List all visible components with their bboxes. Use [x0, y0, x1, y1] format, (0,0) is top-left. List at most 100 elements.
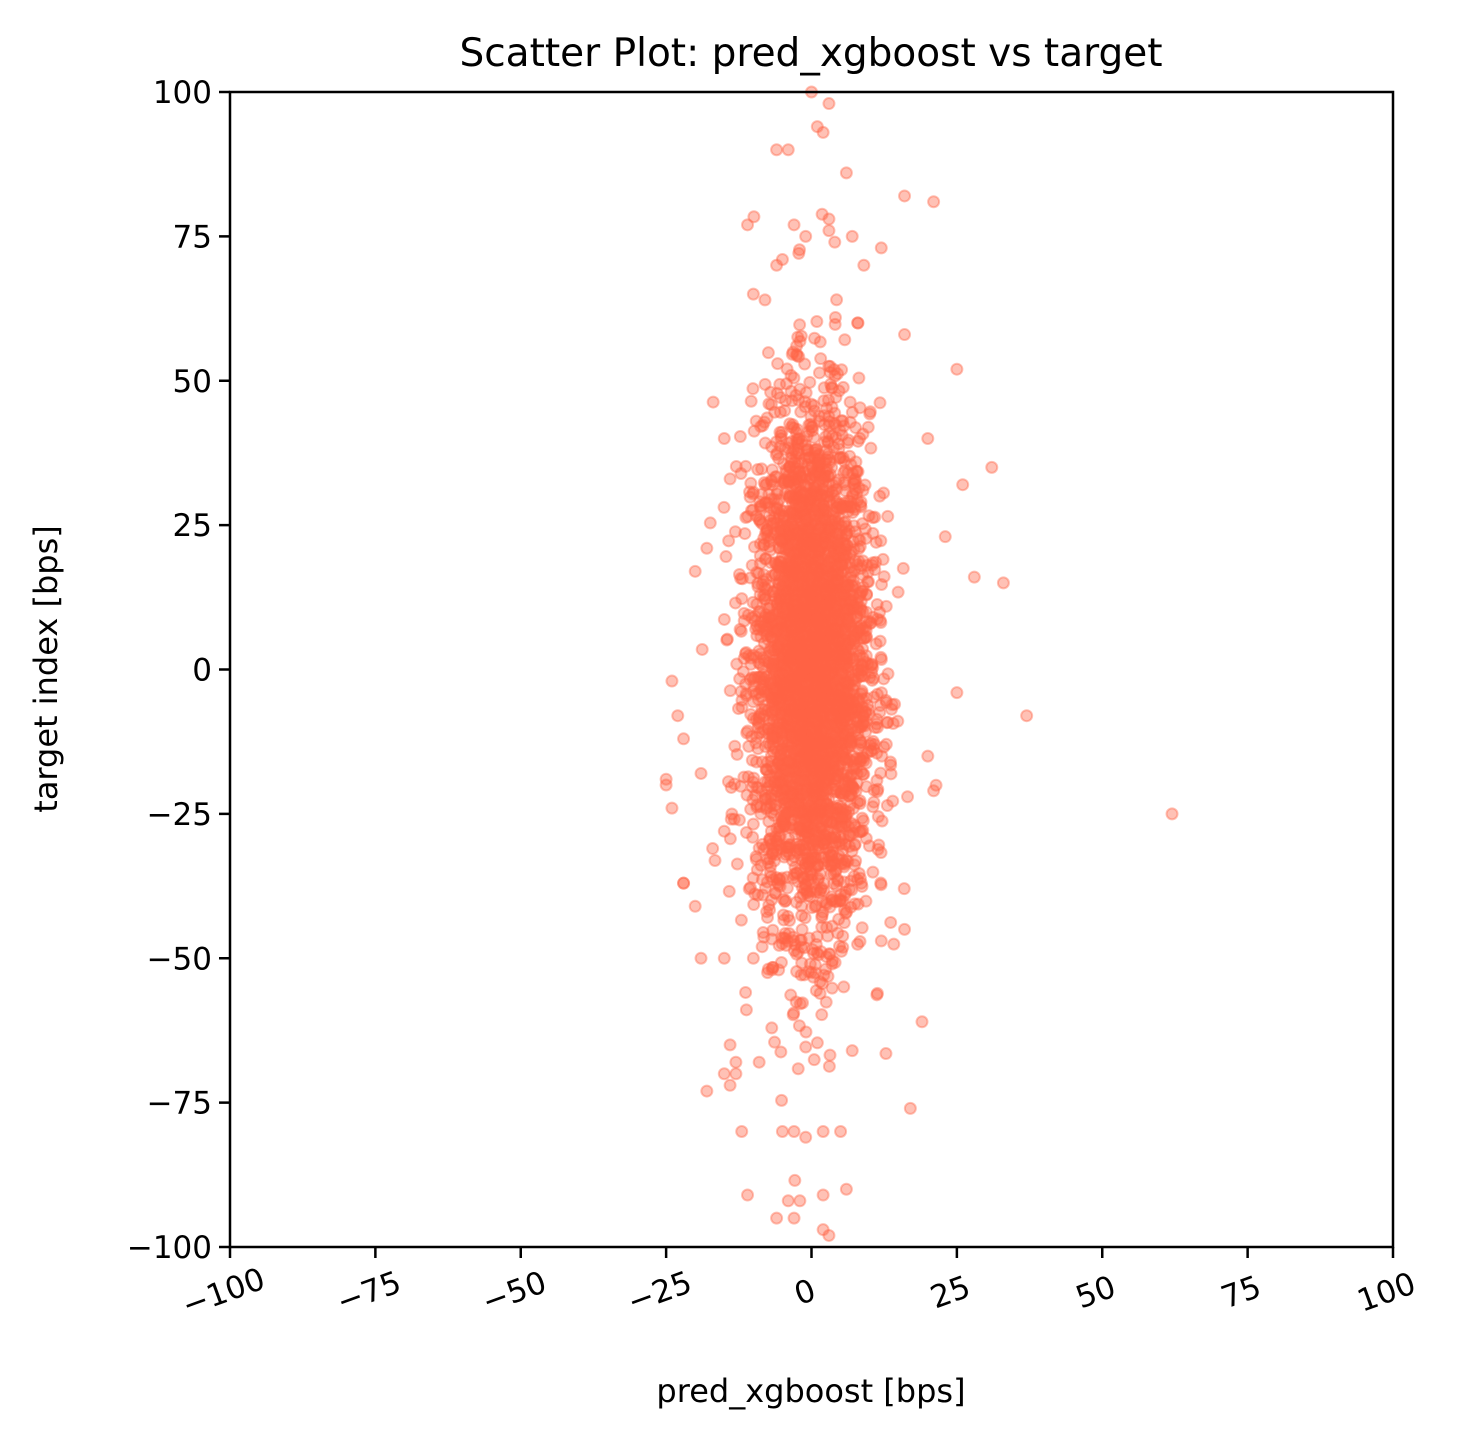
scatter-point [852, 481, 866, 495]
scatter-point [841, 607, 855, 621]
y-axis-label: target index [bps] [27, 525, 65, 812]
scatter-point [822, 224, 836, 238]
scatter-point [837, 419, 851, 433]
scatter-point [811, 784, 825, 798]
scatter-point [758, 698, 772, 712]
scatter-point [927, 784, 941, 798]
scatter-point [799, 479, 813, 493]
scatter-point [799, 386, 813, 400]
scatter-point [790, 599, 804, 613]
scatter-point [793, 620, 807, 634]
scatter-point [796, 716, 810, 730]
scatter-point [823, 467, 837, 481]
scatter-point [801, 587, 815, 601]
scatter-point [783, 705, 797, 719]
scatter-point [873, 396, 887, 410]
scatter-point [808, 481, 822, 495]
scatter-point [799, 1130, 813, 1144]
scatter-point [950, 362, 964, 376]
scatter-point [722, 534, 736, 548]
scatter-point [826, 665, 840, 679]
y-tick-label: −100 [127, 1230, 212, 1266]
scatter-point [788, 633, 802, 647]
scatter-point [740, 788, 754, 802]
scatter-point [765, 1021, 779, 1035]
scatter-point [815, 736, 829, 750]
scatter-point [831, 663, 845, 677]
scatter-point [741, 509, 755, 523]
x-axis-label: pred_xgboost [bps] [656, 1372, 965, 1410]
scatter-point [838, 333, 852, 347]
scatter-point [853, 623, 867, 637]
scatter-point [825, 858, 839, 872]
scatter-point [806, 689, 820, 703]
scatter-point [811, 716, 825, 730]
scatter-point [688, 564, 702, 578]
scatter-point [852, 867, 866, 880]
scatter-point [816, 761, 830, 775]
scatter-point [730, 747, 744, 761]
scatter-point [791, 587, 805, 601]
scatter-point [760, 477, 774, 491]
scatter-point [773, 872, 787, 886]
scatter-point [1165, 807, 1179, 821]
scatter-point [839, 709, 853, 723]
scatter-point [856, 767, 870, 781]
scatter-point [807, 609, 821, 623]
scatter-point [837, 980, 851, 994]
scatter-point [832, 437, 846, 451]
scatter-point [800, 706, 814, 720]
scatter-point [821, 522, 835, 536]
scatter-point [761, 615, 775, 629]
scatter-point [815, 1008, 829, 1022]
scatter-point [819, 527, 833, 541]
scatter-point [781, 1194, 795, 1208]
scatter-point [785, 731, 799, 745]
scatter-point [766, 960, 780, 974]
scatter-point [828, 830, 842, 844]
scatter-point [796, 996, 810, 1010]
scatter-point [801, 497, 815, 511]
scatter-point [758, 293, 772, 307]
scatter-point [792, 246, 806, 260]
scatter-point [783, 630, 797, 644]
scatter-point [735, 592, 749, 606]
scatter-point [795, 634, 808, 648]
scatter-point [805, 734, 819, 748]
scatter-point [779, 561, 793, 575]
scatter-point [799, 679, 813, 693]
scatter-point [791, 629, 805, 643]
scatter-point [829, 694, 843, 708]
scatter-point [807, 1053, 821, 1067]
scatter-point [828, 749, 842, 763]
scatter-point [717, 612, 731, 626]
scatter-point [739, 689, 753, 703]
scatter-point [741, 770, 755, 784]
scatter-point [826, 660, 840, 674]
scatter-point [820, 897, 834, 911]
scatter-point [739, 459, 753, 473]
y-tick-label: 0 [192, 653, 212, 689]
scatter-point [818, 779, 832, 793]
scatter-point [852, 644, 866, 658]
scatter-point [798, 530, 812, 544]
scatter-point [808, 651, 822, 665]
scatter-point [735, 1125, 749, 1138]
scatter-point [779, 663, 793, 677]
scatter-point [844, 693, 858, 707]
scatter-point [809, 443, 823, 457]
scatter-point [728, 777, 742, 791]
scatter-point [822, 1228, 836, 1242]
scatter-point [884, 915, 898, 929]
scatter-point [885, 698, 899, 712]
scatter-point [879, 737, 893, 751]
scatter-point [852, 371, 866, 385]
scatter-point [825, 957, 839, 971]
scatter-point [950, 686, 964, 700]
scatter-point [803, 866, 817, 879]
scatter-point [843, 395, 857, 409]
scatter-point [780, 723, 794, 737]
scatter-point [815, 738, 829, 752]
scatter-point [840, 651, 854, 665]
scatter-point [757, 476, 771, 490]
